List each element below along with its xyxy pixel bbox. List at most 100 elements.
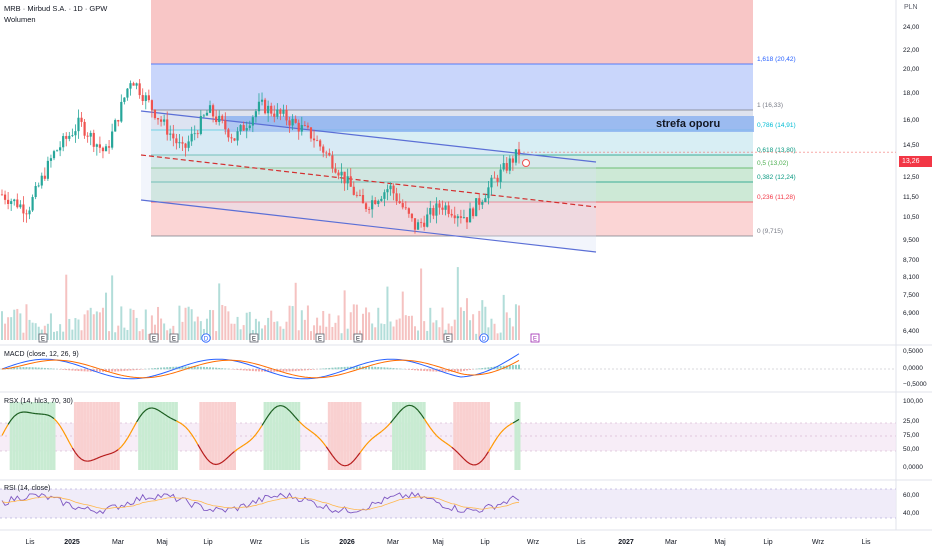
candle-body bbox=[252, 117, 254, 125]
macd-bar bbox=[298, 369, 300, 371]
macd-bar bbox=[218, 368, 220, 369]
volume-bar bbox=[29, 320, 31, 340]
rsx-oversold-bar bbox=[343, 402, 346, 470]
volume-bar bbox=[420, 268, 422, 340]
macd-bar bbox=[38, 368, 40, 370]
volume-bar bbox=[304, 320, 306, 340]
rsx-oversold-bar bbox=[98, 402, 101, 470]
rsx-oversold-bar bbox=[77, 402, 80, 470]
volume-bar bbox=[368, 312, 370, 340]
macd-bar bbox=[282, 369, 284, 372]
volume-bar bbox=[87, 310, 89, 340]
rsx-overbought-bar bbox=[16, 402, 19, 470]
volume-bar bbox=[230, 324, 232, 340]
volume-bar bbox=[377, 308, 379, 340]
rsx-overbought-bar bbox=[153, 402, 156, 470]
volume-bar bbox=[405, 315, 407, 340]
rsx-oversold-bar bbox=[230, 402, 233, 470]
rsx-tick-3: 0,0000 bbox=[903, 464, 923, 471]
candle-body bbox=[41, 176, 43, 186]
candle-body bbox=[59, 147, 61, 150]
candle-body bbox=[1, 194, 3, 195]
candle-body bbox=[200, 116, 202, 134]
candle-body bbox=[206, 113, 208, 116]
rsx-overbought-bar bbox=[401, 402, 404, 470]
candle-body bbox=[243, 125, 245, 131]
volume-bar bbox=[22, 333, 24, 340]
volume-bar bbox=[227, 311, 229, 340]
volume-bar bbox=[512, 326, 514, 340]
event-marker-label-5: E bbox=[318, 337, 322, 343]
candle-body bbox=[347, 176, 349, 183]
macd-bar bbox=[154, 368, 156, 369]
price-tick-7: 12,50 bbox=[903, 174, 920, 181]
volume-bar bbox=[197, 317, 199, 340]
candle-body bbox=[139, 83, 141, 95]
candle-body bbox=[487, 187, 489, 198]
candle-body bbox=[123, 98, 125, 102]
chart-title: MRB · Mirbud S.A. · 1D · GPW bbox=[4, 4, 107, 13]
candle-body bbox=[279, 109, 281, 113]
candle-body bbox=[270, 106, 272, 114]
candle-body bbox=[420, 222, 422, 223]
rsx-line-seg bbox=[342, 465, 345, 466]
rsx-overbought-bar bbox=[264, 402, 267, 470]
volume-bar bbox=[185, 308, 187, 340]
candle-body bbox=[377, 201, 379, 204]
candle-body bbox=[310, 127, 312, 138]
volume-bar bbox=[32, 323, 34, 340]
candle-body bbox=[490, 178, 492, 188]
candle-body bbox=[10, 201, 12, 204]
candle-body bbox=[87, 136, 89, 137]
candle-body bbox=[469, 208, 471, 222]
macd-tick-2: −0,5000 bbox=[903, 381, 927, 388]
volume-bar bbox=[497, 333, 499, 340]
macd-line bbox=[2, 354, 519, 379]
volume-bar bbox=[84, 314, 86, 340]
candle-body bbox=[203, 116, 205, 117]
time-tick-16: Lip bbox=[763, 539, 772, 546]
candle-body bbox=[65, 136, 67, 139]
volume-bar bbox=[325, 327, 327, 340]
time-tick-12: Lis bbox=[577, 539, 586, 546]
macd-bar bbox=[117, 369, 119, 371]
candle-body bbox=[56, 150, 58, 151]
volume-bar bbox=[286, 322, 288, 340]
candle-body bbox=[218, 116, 220, 122]
candle-body bbox=[102, 148, 104, 151]
macd-bar bbox=[286, 369, 288, 372]
volume-bar bbox=[328, 314, 330, 340]
macd-bar bbox=[246, 369, 248, 371]
volume-bar bbox=[35, 323, 37, 340]
rsx-overbought-bar bbox=[166, 402, 169, 470]
macd-tick-1: 0,0000 bbox=[903, 365, 923, 372]
rsx-overbought-bar bbox=[407, 402, 410, 470]
candle-body bbox=[74, 131, 76, 135]
rsx-oversold-bar bbox=[117, 402, 120, 470]
volume-bar bbox=[279, 326, 281, 340]
candle-body bbox=[304, 125, 306, 126]
candle-body bbox=[142, 95, 144, 101]
event-marker-label-6: E bbox=[356, 337, 360, 343]
candle-body bbox=[47, 161, 49, 179]
rsx-oversold-bar bbox=[459, 402, 462, 470]
volume-bar bbox=[466, 298, 468, 340]
volume-bar bbox=[178, 306, 180, 340]
candle-body bbox=[230, 137, 232, 138]
volume-bar bbox=[414, 326, 416, 340]
candle-body bbox=[340, 172, 342, 176]
volume-bar bbox=[133, 310, 135, 340]
candle-body bbox=[80, 118, 82, 122]
candle-body bbox=[288, 120, 290, 125]
event-marker-label-8: D bbox=[482, 337, 487, 343]
volume-bar bbox=[423, 321, 425, 340]
rsx-oversold-bar bbox=[209, 402, 212, 470]
candle-body bbox=[417, 222, 419, 229]
candle-body bbox=[105, 146, 107, 151]
candle-body bbox=[184, 144, 186, 148]
volume-bar bbox=[233, 324, 235, 340]
volume-bar bbox=[163, 323, 165, 340]
rsx-oversold-bar bbox=[199, 402, 202, 470]
